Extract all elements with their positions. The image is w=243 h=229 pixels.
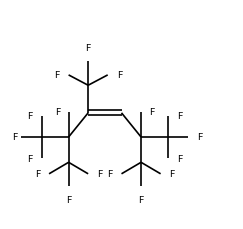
Text: F: F <box>177 112 182 121</box>
Text: F: F <box>86 44 91 53</box>
Text: F: F <box>27 112 33 121</box>
Text: F: F <box>197 133 203 142</box>
Text: F: F <box>138 195 144 204</box>
Text: F: F <box>97 169 102 178</box>
Text: F: F <box>117 71 122 80</box>
Text: F: F <box>12 133 18 142</box>
Text: F: F <box>35 169 41 178</box>
Text: F: F <box>107 169 113 178</box>
Text: F: F <box>169 169 175 178</box>
Text: F: F <box>177 154 182 163</box>
Text: F: F <box>55 107 61 116</box>
Text: F: F <box>27 154 33 163</box>
Text: F: F <box>149 107 155 116</box>
Text: F: F <box>54 71 59 80</box>
Text: F: F <box>66 195 71 204</box>
